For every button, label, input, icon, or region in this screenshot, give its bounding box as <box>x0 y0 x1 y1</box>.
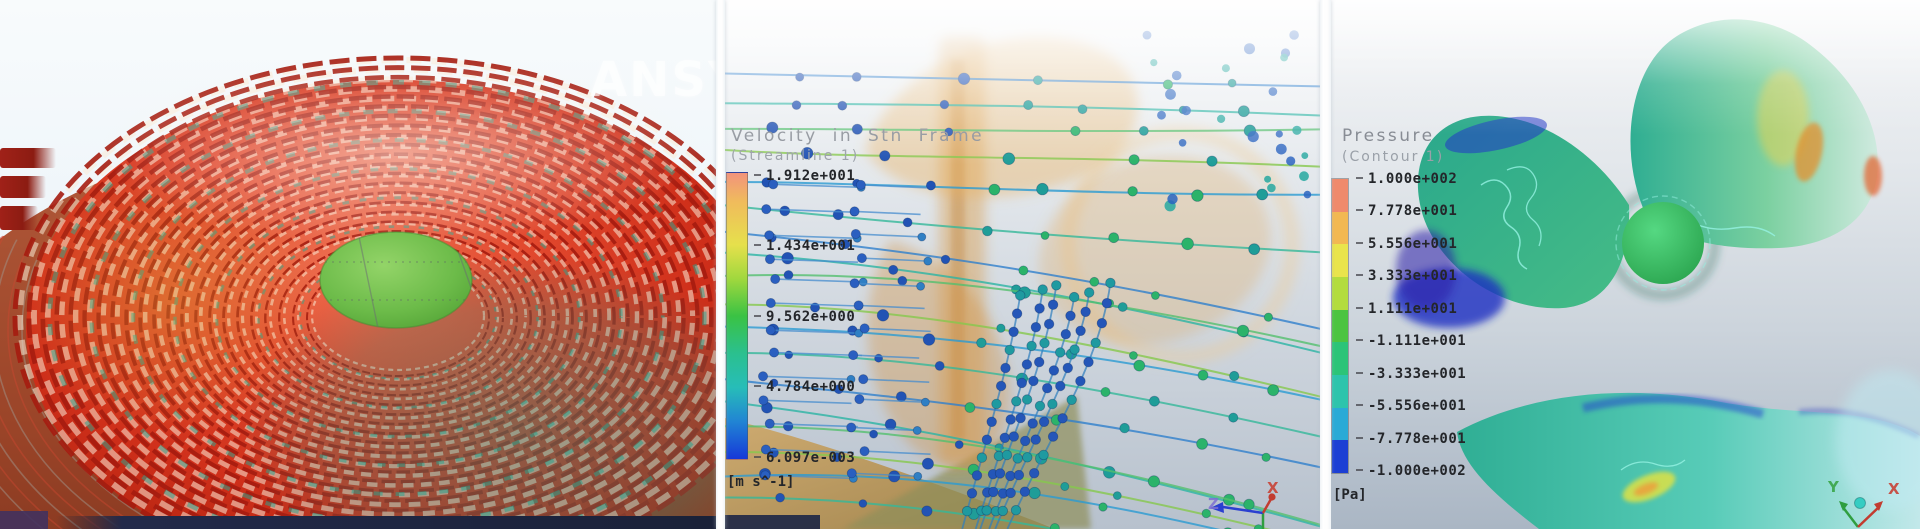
ansys-watermark: ANSYS <box>590 52 716 108</box>
legend-label: 5.556e+001 <box>1356 236 1457 252</box>
legend-label: 3.333e+001 <box>1356 268 1457 284</box>
legend-unit: [m s^-1] <box>727 474 795 490</box>
panel-rotor-vector-plot: ANSYS <box>0 0 716 529</box>
bottom-dark-strip <box>56 516 716 529</box>
dome-highlight <box>100 57 700 247</box>
legend-label: 1.000e+002 <box>1356 171 1457 187</box>
panel-divider <box>716 0 725 529</box>
legend-label: 7.778e+001 <box>1356 203 1457 219</box>
legend-subtitle: (Streamline 1) <box>731 148 860 164</box>
pressure-colorbar <box>1331 178 1349 474</box>
bottom-dark-strip <box>725 515 820 529</box>
legend-title: Pressure <box>1342 126 1435 146</box>
triad-z-label: Z <box>1208 495 1219 513</box>
teal-mesh-tint <box>240 255 716 529</box>
panel-divider <box>1320 0 1331 529</box>
orientation-triad: Y X <box>1827 478 1900 528</box>
velocity-colorbar <box>726 172 748 460</box>
propeller-blades <box>1393 19 1920 529</box>
legend-label: 1.434e+001 <box>754 238 855 254</box>
propeller-pressure-render <box>1393 19 1920 529</box>
legend-label: 1.912e+001 <box>754 168 855 184</box>
legend-label: -1.111e+001 <box>1356 333 1466 349</box>
legend-label: 1.111e+001 <box>1356 301 1457 317</box>
legend-title: Velocity in Stn Frame <box>731 126 985 146</box>
rotor-disc-render <box>0 55 716 529</box>
legend-unit: [Pa] <box>1333 487 1367 503</box>
legend-label: 6.097e-003 <box>754 450 855 466</box>
stacked-red-plates <box>0 148 56 230</box>
triad-y-label: Y <box>1827 478 1840 496</box>
legend-label: -3.333e+001 <box>1356 366 1466 382</box>
blade-bottom <box>1457 392 1920 529</box>
triad-x-label: X <box>1888 480 1900 498</box>
legend-label: 4.784e+000 <box>754 379 855 395</box>
legend-label: -1.000e+002 <box>1356 463 1466 479</box>
legend-label: -5.556e+001 <box>1356 398 1466 414</box>
propeller-hub <box>1622 202 1704 284</box>
legend-subtitle: (Contour 1) <box>1342 149 1445 165</box>
triad-x-label: X <box>1267 479 1279 497</box>
panel-velocity-streamlines: Velocity in Stn Frame (Streamline 1) 1.9… <box>725 0 1320 529</box>
orientation-triad: X Z <box>1208 479 1279 529</box>
legend-label: 9.562e+000 <box>754 309 855 325</box>
panel-pressure-contour: Pressure (Contour 1) 1.000e+002 7.778e+0… <box>1331 0 1920 529</box>
green-hub-cap <box>319 231 473 329</box>
legend-label: -7.778e+001 <box>1356 431 1466 447</box>
bottom-left-purple-block <box>0 511 48 529</box>
